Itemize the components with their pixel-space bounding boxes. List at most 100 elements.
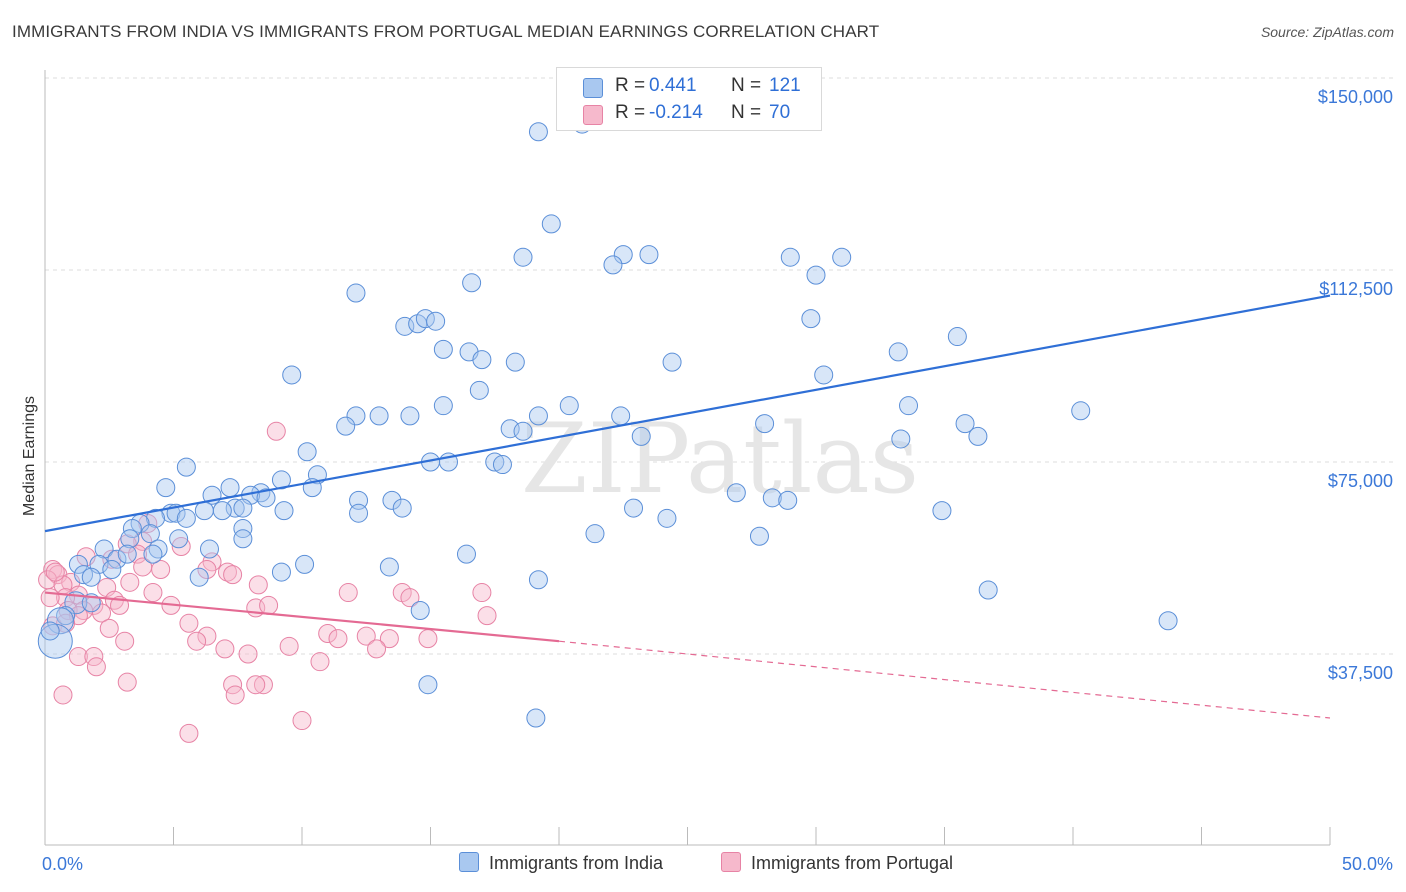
point-india (492, 455, 512, 475)
point-india (526, 708, 546, 728)
trend-line-portugal (44, 591, 560, 643)
point-india (346, 283, 366, 303)
point-india (297, 442, 317, 462)
legend-n-value-india: 121 (769, 75, 801, 96)
legend-r-label: R = (615, 75, 646, 96)
point-india (778, 490, 798, 510)
bottom-legend-label-india: Immigrants from India (489, 853, 664, 873)
legend-n-label: N = (731, 75, 762, 96)
axes (44, 70, 1331, 846)
point-portugal (43, 560, 63, 580)
x-tick-label-min: 0.0% (42, 854, 83, 874)
point-india (947, 327, 967, 347)
point-portugal (356, 626, 376, 646)
point-india (56, 606, 76, 626)
point-india (662, 352, 682, 372)
point-india (624, 498, 644, 518)
point-portugal (187, 631, 207, 651)
point-india (513, 247, 533, 267)
point-india (410, 600, 430, 620)
point-india (282, 365, 302, 385)
bottom-legend-portugal: Immigrants from Portugal (721, 852, 953, 874)
point-portugal (223, 565, 243, 585)
point-portugal (143, 583, 163, 603)
bottom-legend-swatch-portugal (721, 852, 741, 872)
series-india (37, 114, 1178, 728)
point-india (295, 554, 315, 574)
point-india (541, 214, 561, 234)
point-india (611, 406, 631, 426)
point-india (639, 245, 659, 265)
point-india (400, 406, 420, 426)
point-india (456, 544, 476, 564)
point-portugal (171, 536, 191, 556)
point-india (603, 255, 623, 275)
point-portugal (53, 685, 73, 705)
point-india (899, 396, 919, 416)
point-india (485, 452, 505, 472)
y-axis-title: Median Earnings (21, 396, 38, 516)
point-portugal (248, 575, 268, 595)
point-india (349, 503, 369, 523)
point-india (418, 675, 438, 695)
point-portugal (86, 657, 106, 677)
point-india (891, 429, 911, 449)
legend-r-value-portugal: -0.214 (649, 102, 703, 123)
point-india (46, 607, 74, 635)
bottom-legend-label-portugal: Immigrants from Portugal (751, 853, 954, 873)
legend-swatch-india (583, 78, 603, 98)
point-portugal (225, 685, 245, 705)
point-india (336, 416, 356, 436)
point-india (199, 539, 219, 559)
point-india (146, 508, 166, 528)
point-portugal (400, 588, 420, 608)
point-portugal (279, 636, 299, 656)
legend-n-label: N = (731, 102, 762, 123)
point-india (81, 567, 101, 587)
point-india (932, 501, 952, 521)
point-india (176, 457, 196, 477)
point-india (379, 557, 399, 577)
point-india (433, 339, 453, 359)
point-india (955, 414, 975, 434)
point-india (94, 539, 114, 559)
point-portugal (117, 534, 137, 554)
point-portugal (338, 583, 358, 603)
y-tick-label: $37,500 (1328, 663, 1393, 683)
point-portugal (253, 675, 273, 695)
point-portugal (117, 672, 137, 692)
point-india (148, 539, 168, 559)
point-india (888, 342, 908, 362)
point-portugal (102, 549, 122, 569)
point-portugal (266, 421, 286, 441)
gridlines (45, 77, 1395, 655)
point-india (37, 623, 73, 659)
point-india (74, 565, 94, 585)
point-india (433, 396, 453, 416)
stats-legend: R = 0.441 N = 121 R = -0.214 N = 70 (556, 67, 822, 131)
point-india (762, 488, 782, 508)
point-india (120, 529, 140, 549)
point-portugal (217, 562, 237, 582)
point-india (102, 560, 122, 580)
point-portugal (120, 572, 140, 592)
point-india (613, 245, 633, 265)
point-india (346, 406, 366, 426)
legend-n-value-portugal: 70 (769, 102, 791, 123)
point-india (814, 365, 834, 385)
legend-r-value-india: 0.441 (649, 75, 697, 96)
point-india (212, 501, 232, 521)
point-portugal (197, 560, 217, 580)
point-portugal (179, 613, 199, 633)
point-india (631, 426, 651, 446)
point-india (657, 508, 677, 528)
point-india (559, 396, 579, 416)
point-india (233, 498, 253, 518)
point-india (40, 621, 60, 641)
legend-swatch-portugal (583, 105, 603, 125)
point-india (426, 311, 446, 331)
point-india (233, 519, 253, 539)
y-tick-label: $150,000 (1318, 87, 1393, 107)
point-india (755, 414, 775, 434)
point-portugal (151, 560, 171, 580)
